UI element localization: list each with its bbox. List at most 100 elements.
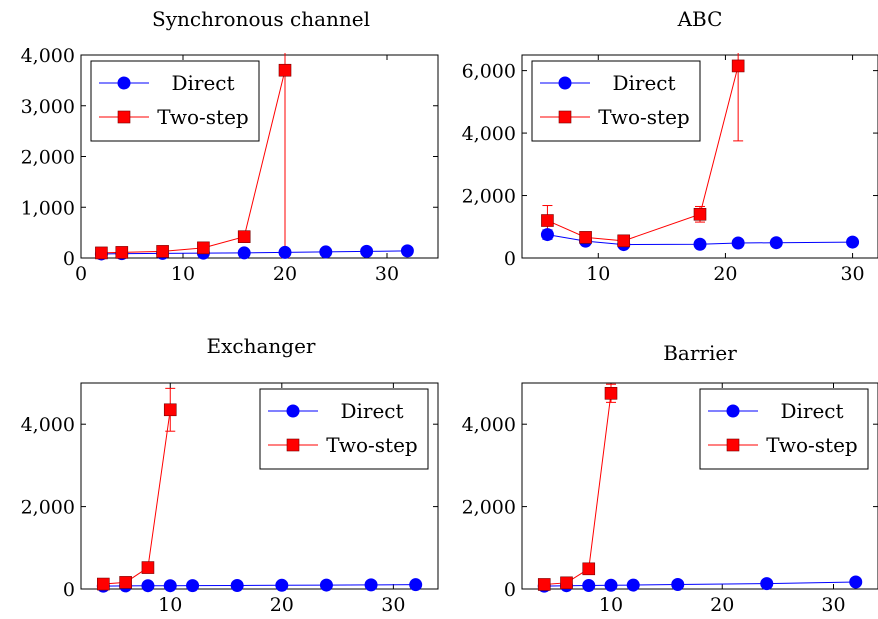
legend-label-two-step: Two-step: [157, 105, 248, 129]
chart-title: Barrier: [663, 341, 737, 365]
chart-title: Synchronous channel: [152, 7, 370, 31]
data-point-direct: [846, 235, 860, 249]
chart-title: Exchanger: [207, 334, 316, 358]
x-tick-label: 20: [270, 594, 294, 616]
data-point-direct: [731, 236, 745, 250]
data-point-direct: [693, 237, 707, 251]
data-point-two-step: [115, 246, 129, 259]
data-point-direct: [186, 579, 200, 593]
x-tick-label: 20: [710, 594, 734, 616]
legend-label-two-step: Two-step: [326, 433, 417, 457]
data-point-direct: [141, 579, 155, 593]
data-point-two-step: [541, 214, 554, 227]
data-point-direct: [364, 578, 378, 592]
y-tick-label: 1,000: [21, 197, 75, 219]
legend-marker-direct: [117, 76, 131, 90]
x-tick-label: 10: [599, 594, 623, 616]
data-point-direct: [626, 578, 640, 592]
legend-label-direct: Direct: [171, 71, 234, 95]
data-point-direct: [409, 578, 423, 592]
y-tick-label: 0: [504, 579, 516, 601]
x-tick-label: 20: [273, 263, 297, 285]
data-point-two-step: [156, 245, 169, 258]
chart-panel: Barrier 10 20 30 0 2,000 4,000 Direct Two-step: [462, 341, 878, 616]
data-point-two-step: [731, 59, 745, 73]
data-point-direct: [360, 244, 374, 258]
data-point-direct: [582, 578, 596, 592]
legend: Direct Two-step: [531, 60, 701, 142]
legend-label-direct: Direct: [612, 71, 675, 95]
data-point-direct: [540, 228, 554, 242]
data-point-direct: [230, 578, 244, 592]
chart-title: ABC: [677, 7, 723, 31]
data-point-two-step: [119, 576, 132, 589]
legend-label-two-step: Two-step: [598, 105, 689, 129]
data-point-direct: [400, 244, 414, 258]
data-point-two-step: [237, 230, 251, 243]
data-point-two-step: [278, 63, 292, 77]
data-point-direct: [604, 578, 618, 592]
x-tick-label: 30: [375, 263, 399, 285]
plot-frame: [80, 382, 439, 590]
data-point-direct: [769, 236, 783, 250]
y-tick-label: 2,000: [462, 186, 516, 208]
plot-frame: [521, 54, 878, 259]
x-tick-label: 30: [381, 594, 405, 616]
legend: Direct Two-step: [699, 388, 869, 470]
plot-frame: [521, 382, 878, 590]
data-point-direct: [849, 575, 863, 589]
y-tick-label: 2,000: [462, 497, 516, 519]
x-tick-label: 20: [713, 263, 737, 285]
data-point-two-step: [617, 234, 631, 248]
y-tick-label: 4,000: [462, 123, 516, 145]
chart-panel: Exchanger 10 20 30 0 2,000 4,000 Direct Two-step: [21, 334, 439, 616]
data-point-two-step: [197, 241, 210, 255]
legend-marker-two-step: [117, 110, 131, 124]
data-point-two-step: [693, 207, 707, 221]
y-tick-label: 6,000: [462, 61, 516, 83]
legend: Direct Two-step: [90, 60, 260, 142]
data-point-two-step: [604, 386, 618, 400]
x-tick-label: 30: [840, 263, 864, 285]
data-point-direct: [278, 245, 292, 259]
y-tick-label: 4,000: [21, 45, 75, 67]
x-tick-label: 0: [75, 263, 87, 285]
x-tick-label: 10: [171, 263, 195, 285]
y-tick-label: 4,000: [21, 414, 75, 436]
data-point-direct: [275, 578, 289, 592]
y-tick-label: 4,000: [462, 414, 516, 436]
y-tick-label: 0: [63, 248, 75, 270]
legend-marker-two-step: [726, 438, 740, 452]
series-line-direct: [103, 584, 416, 587]
legend-marker-direct: [558, 76, 572, 90]
data-point-two-step: [582, 562, 596, 576]
data-point-direct: [319, 578, 333, 592]
chart-panel: ABC 10 20 30 0 2,000 4,000 6,000 Direct Two-step: [462, 7, 878, 285]
data-point-two-step: [95, 246, 108, 260]
y-tick-label: 0: [504, 248, 516, 270]
legend-marker-direct: [286, 404, 300, 418]
data-point-two-step: [560, 576, 573, 590]
legend-label-direct: Direct: [340, 399, 403, 423]
legend-box: [259, 388, 429, 470]
y-tick-label: 0: [63, 579, 75, 601]
data-point-two-step: [579, 231, 592, 244]
series-line-two-step: [544, 393, 612, 585]
series-line-two-step: [103, 409, 171, 585]
data-point-direct: [163, 579, 177, 593]
legend-label-direct: Direct: [780, 399, 843, 423]
data-point-two-step: [537, 578, 551, 591]
x-tick-label: 10: [158, 594, 182, 616]
legend-marker-two-step: [558, 110, 572, 124]
legend-label-two-step: Two-step: [766, 433, 857, 457]
data-point-direct: [237, 246, 251, 260]
data-point-two-step: [141, 561, 155, 574]
data-point-two-step: [163, 403, 177, 417]
legend: Direct Two-step: [259, 388, 429, 470]
data-point-two-step: [97, 577, 110, 591]
chart-panel: Synchronous channel 0 10 20 30 0 1,000 2,000 3,0…: [21, 7, 439, 285]
y-tick-label: 3,000: [21, 96, 75, 118]
x-tick-label: 30: [821, 594, 845, 616]
legend-marker-two-step: [286, 438, 300, 452]
